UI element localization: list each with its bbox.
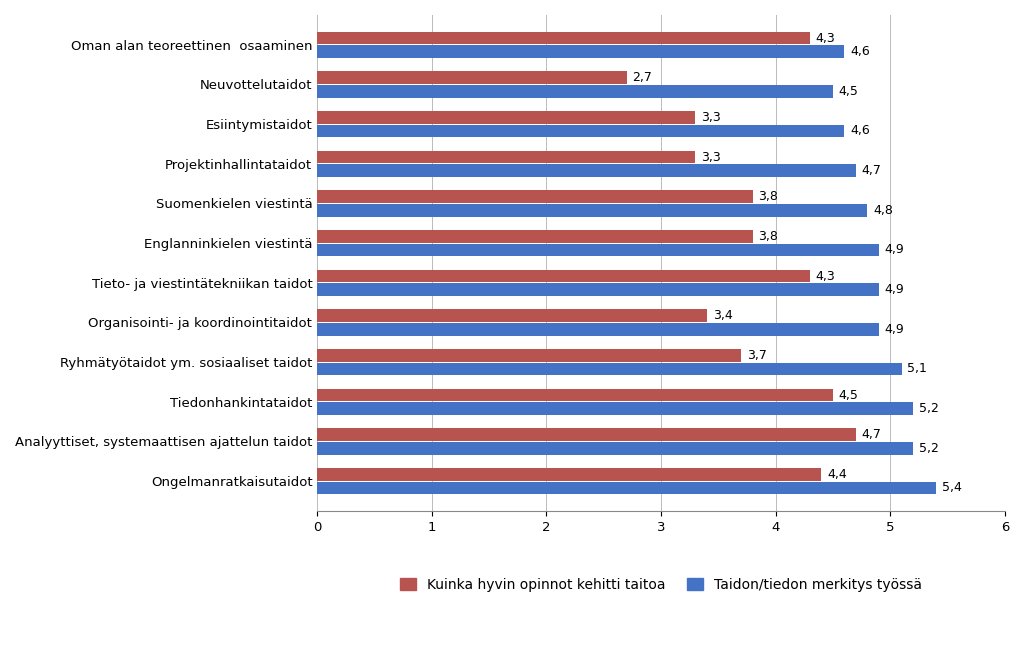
Bar [317,244,879,257]
Text: 4,3: 4,3 [816,270,836,283]
Text: 4,5: 4,5 [839,85,858,98]
Bar [317,190,753,203]
Text: 2,7: 2,7 [633,71,652,84]
Bar [317,111,695,124]
Bar [317,151,695,164]
Bar [317,389,833,401]
Text: 3,8: 3,8 [759,230,778,243]
Text: 5,2: 5,2 [919,402,939,415]
Text: 4,9: 4,9 [885,243,904,257]
Bar [317,85,833,98]
Text: 4,4: 4,4 [827,468,847,481]
Bar [317,482,936,494]
Text: 4,9: 4,9 [885,283,904,296]
Text: 4,7: 4,7 [861,164,882,177]
Text: 5,4: 5,4 [942,482,962,494]
Bar [317,309,707,322]
Bar [317,468,821,481]
Bar [317,363,902,375]
Bar [317,402,913,415]
Text: 5,2: 5,2 [919,442,939,455]
Text: 3,8: 3,8 [759,190,778,203]
Text: 3,3: 3,3 [701,150,721,164]
Bar [317,349,741,362]
Text: 4,6: 4,6 [850,124,869,138]
Text: 4,7: 4,7 [861,428,882,442]
Text: 4,9: 4,9 [885,323,904,336]
Bar [317,124,845,137]
Text: 4,5: 4,5 [839,389,858,401]
Text: 5,1: 5,1 [907,363,928,375]
Bar [317,283,879,296]
Bar [317,428,856,441]
Bar [317,31,810,44]
Legend: Kuinka hyvin opinnot kehitti taitoa, Taidon/tiedon merkitys työssä: Kuinka hyvin opinnot kehitti taitoa, Tai… [394,572,928,598]
Bar [317,164,856,177]
Bar [317,45,845,58]
Bar [317,71,627,84]
Text: 4,8: 4,8 [873,204,893,216]
Text: 4,6: 4,6 [850,45,869,58]
Bar [317,323,879,335]
Bar [317,442,913,455]
Text: 3,4: 3,4 [713,309,732,322]
Text: 3,3: 3,3 [701,111,721,124]
Bar [317,204,867,216]
Bar [317,230,753,242]
Text: 4,3: 4,3 [816,31,836,45]
Bar [317,270,810,283]
Text: 3,7: 3,7 [746,349,767,362]
